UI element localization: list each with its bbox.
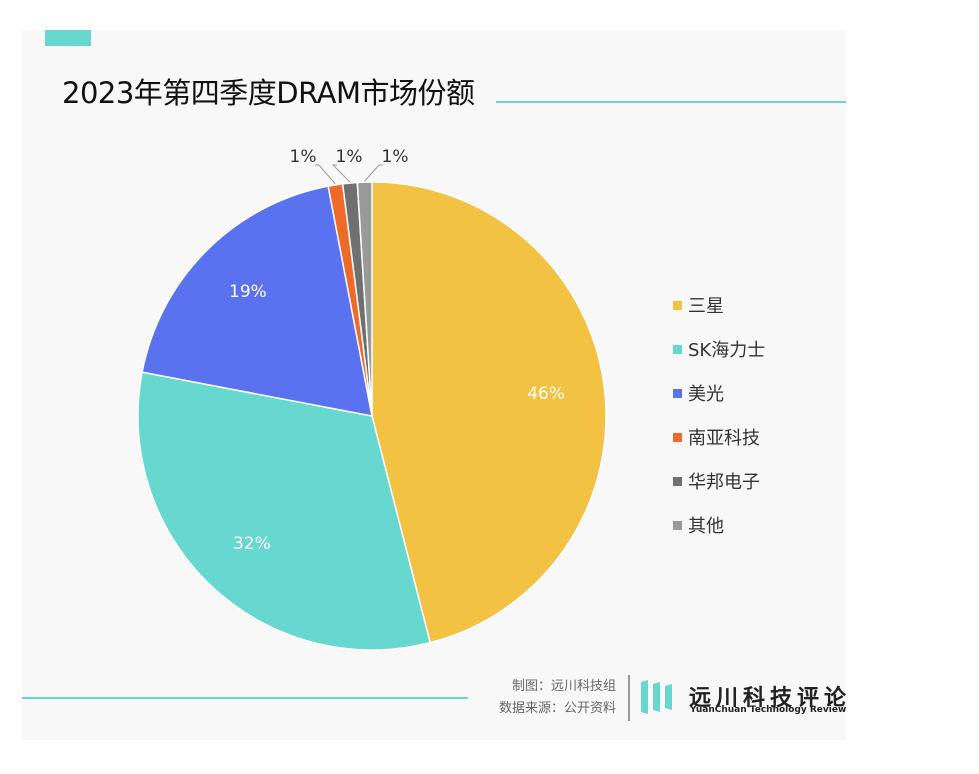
pie-slice: [137, 371, 432, 651]
credit-text: 制图：远川科技组: [511, 679, 616, 694]
slice-value-label: 1%: [336, 147, 363, 167]
legend-item: 其他: [673, 503, 765, 547]
slice-value-label: 1%: [290, 147, 317, 167]
leader-line: [364, 164, 383, 182]
footer-divider: [22, 697, 468, 699]
slice-value-label: 46%: [527, 384, 565, 404]
pie-slice: [356, 181, 373, 417]
legend-label: SK海力士: [688, 340, 766, 361]
slice-value-label: 1%: [382, 147, 409, 167]
legend-item: SK海力士: [673, 327, 765, 371]
brand-logo-icon: [641, 680, 672, 714]
accent-block: [45, 30, 91, 46]
pie-slice: [371, 181, 607, 644]
legend-swatch: [673, 520, 682, 530]
slice-value-label: 19%: [229, 282, 267, 302]
legend-label: 三星: [688, 296, 724, 317]
leader-line: [331, 164, 351, 183]
legend-swatch: [673, 344, 682, 354]
source-text: 数据来源：公开资料: [498, 701, 616, 716]
legend: 三星 SK海力士 美光 南亚科技 华邦电子 其他: [673, 283, 765, 547]
legend-item: 美光: [673, 371, 765, 415]
footer-separator: [628, 675, 630, 721]
credits: 制图：远川科技组 数据来源：公开资料: [470, 676, 616, 720]
legend-swatch: [673, 476, 682, 486]
pie-slice: [141, 185, 373, 417]
legend-label: 其他: [688, 516, 724, 537]
legend-item: 华邦电子: [673, 459, 765, 503]
legend-swatch: [673, 388, 682, 398]
legend-label: 南亚科技: [688, 428, 760, 449]
legend-label: 华邦电子: [688, 472, 760, 493]
legend-item: 南亚科技: [673, 415, 765, 459]
slice-value-label: 32%: [233, 534, 271, 554]
chart-title: 2023年第四季度DRAM市场份额: [62, 76, 475, 110]
brand-name-en: YuanChuan Technology Review: [690, 705, 847, 715]
legend-swatch: [673, 432, 682, 442]
brand-name: 远川科技评论: [689, 686, 852, 711]
legend-label: 美光: [688, 384, 724, 405]
legend-swatch: [673, 300, 682, 310]
legend-item: 三星: [673, 283, 765, 327]
title-divider: [496, 101, 846, 103]
leader-line: [315, 164, 336, 185]
